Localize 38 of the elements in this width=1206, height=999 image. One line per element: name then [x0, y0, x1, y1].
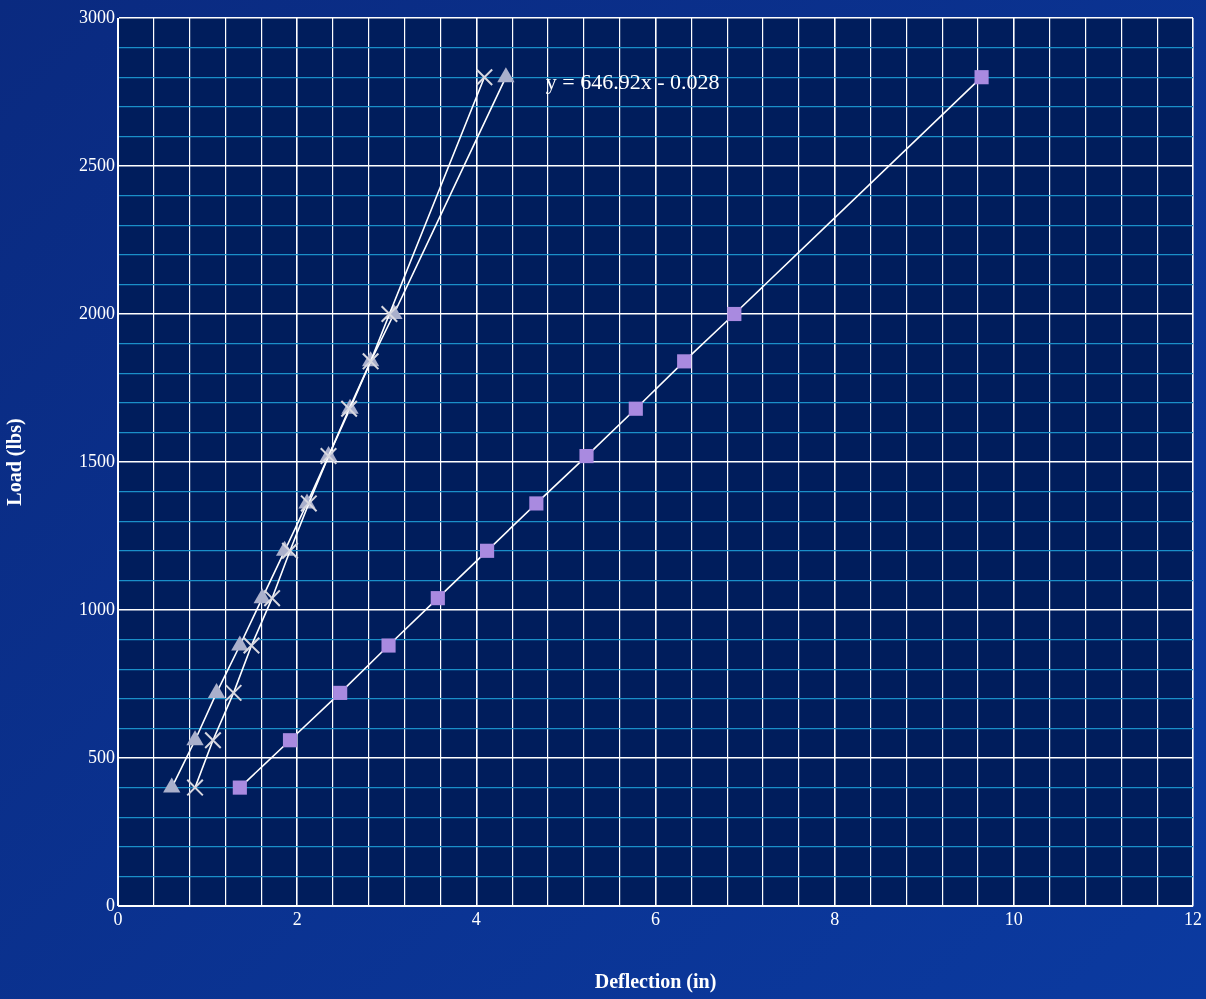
point: [224, 684, 243, 702]
point: [579, 449, 594, 464]
point: [677, 354, 692, 369]
x-tick-label: 12: [1184, 908, 1202, 929]
point: [340, 399, 358, 418]
point: [186, 778, 204, 797]
point: [529, 496, 544, 511]
point: [300, 494, 318, 513]
point: [204, 731, 222, 750]
point: [628, 401, 643, 416]
x-tick-label: 8: [830, 908, 840, 929]
y-tick-label: 0: [106, 894, 115, 915]
y-axis-title: Load (lbs): [3, 418, 27, 506]
point: [333, 685, 348, 700]
y-tick-label: 2500: [79, 154, 115, 175]
point: [430, 591, 445, 606]
point: [727, 306, 742, 322]
y-tick-label: 1000: [79, 598, 115, 619]
point: [381, 638, 396, 653]
x-tick-label: 6: [651, 908, 660, 929]
x-tick-label: 4: [471, 908, 481, 929]
point: [281, 542, 299, 560]
point: [361, 352, 380, 371]
x-tick-label: 2: [292, 908, 302, 929]
y-tick-label: 3000: [79, 6, 115, 27]
point: [242, 636, 261, 655]
y-tick-label: 1500: [79, 450, 115, 471]
point: [232, 780, 247, 795]
point: [263, 589, 281, 607]
point: [380, 305, 399, 323]
y-tick-label: 500: [88, 746, 115, 767]
x-tick-label: 10: [1004, 908, 1023, 929]
y-tick-label: 2000: [79, 302, 115, 323]
point: [282, 733, 298, 748]
point: [974, 70, 989, 85]
point: [475, 68, 494, 86]
point: [480, 543, 495, 558]
x-axis-title: Deflection (in): [594, 970, 717, 994]
